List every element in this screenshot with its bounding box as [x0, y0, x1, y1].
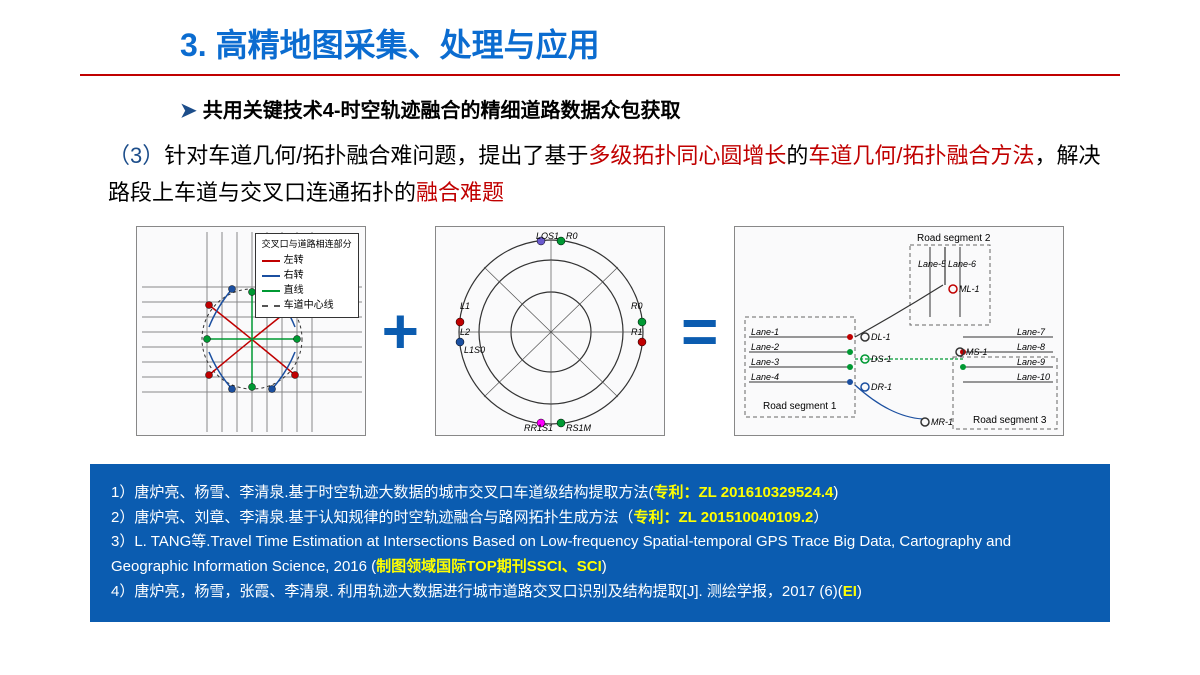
svg-text:L2: L2	[460, 327, 470, 337]
svg-text:R0: R0	[566, 231, 578, 241]
para-prefix: （3）	[108, 143, 164, 168]
title-divider	[80, 74, 1120, 76]
reference-item: 4）唐炉亮，杨雪，张霞、李清泉. 利用轨迹大数据进行城市道路交叉口识别及结构提取…	[111, 580, 1089, 605]
subtitle: ➤ 共用关键技术4-时空轨迹融合的精细道路数据众包获取	[180, 94, 1160, 123]
svg-text:ML-1: ML-1	[959, 284, 980, 294]
svg-text:Road segment 3: Road segment 3	[973, 415, 1047, 426]
para-red1: 多级拓扑同心圆增长	[588, 143, 786, 168]
para-seg1: 针对车道几何/拓扑融合难问题，提出了基于	[164, 143, 588, 168]
svg-text:Lane-9: Lane-9	[1017, 357, 1045, 367]
diagram3-svg: Road segment 1 Road segment 2 Road segment…	[735, 227, 1065, 437]
diagram-result: Road segment 1 Road segment 2 Road segment…	[734, 226, 1064, 436]
svg-text:DL-1: DL-1	[871, 332, 891, 342]
svg-text:DS-1: DS-1	[871, 354, 892, 364]
diagram-row: 交叉口与道路相连部分 左转右转直线车道中心线 + LOS1 R0 L1 L2 L1S0 R…	[90, 226, 1110, 436]
svg-text:Lane-7: Lane-7	[1017, 327, 1046, 337]
main-paragraph: （3）针对车道几何/拓扑融合难问题，提出了基于多级拓扑同心圆增长的车道几何/拓扑…	[108, 137, 1120, 212]
svg-text:Lane-4: Lane-4	[751, 372, 779, 382]
svg-text:L1: L1	[460, 301, 470, 311]
equals-operator: =	[677, 294, 722, 368]
svg-text:L1S0: L1S0	[464, 345, 485, 355]
diagram-intersection: 交叉口与道路相连部分 左转右转直线车道中心线	[136, 226, 366, 436]
slide: 3. 高精地图采集、处理与应用 ➤ 共用关键技术4-时空轨迹融合的精细道路数据众包…	[0, 0, 1200, 675]
svg-text:Road segment 1: Road segment 1	[763, 401, 837, 412]
subtitle-text: 共用关键技术4-时空轨迹融合的精细道路数据众包获取	[203, 100, 681, 122]
svg-text:Road segment 2: Road segment 2	[917, 233, 991, 244]
svg-text:Lane-6: Lane-6	[948, 259, 976, 269]
references-box: 1）唐炉亮、杨雪、李清泉.基于时空轨迹大数据的城市交叉口车道级结构提取方法(专利…	[90, 464, 1110, 622]
svg-text:RR1S1: RR1S1	[524, 423, 553, 433]
svg-text:R0: R0	[631, 301, 643, 311]
svg-text:Lane-5: Lane-5	[918, 259, 947, 269]
svg-text:Lane-1: Lane-1	[751, 327, 779, 337]
svg-text:Lane-3: Lane-3	[751, 357, 779, 367]
svg-text:R1: R1	[631, 327, 643, 337]
svg-text:RS1M: RS1M	[566, 423, 592, 433]
svg-text:MR-1: MR-1	[931, 417, 953, 427]
svg-text:Lane-2: Lane-2	[751, 342, 779, 352]
svg-text:LOS1: LOS1	[536, 231, 559, 241]
para-red2: 车道几何/拓扑融合方法	[808, 143, 1034, 168]
diagram2-svg: LOS1 R0 L1 L2 L1S0 R0 R1 RR1S1 RS1M	[436, 227, 666, 437]
diagram1-legend: 交叉口与道路相连部分 左转右转直线车道中心线	[255, 233, 359, 319]
para-seg2: 的	[786, 143, 808, 168]
slide-title: 3. 高精地图采集、处理与应用	[180, 20, 1160, 66]
legend-title: 交叉口与道路相连部分	[262, 238, 352, 252]
svg-text:MS-1: MS-1	[966, 347, 988, 357]
svg-text:DR-1: DR-1	[871, 382, 892, 392]
svg-text:Lane-8: Lane-8	[1017, 342, 1045, 352]
plus-operator: +	[378, 294, 423, 368]
svg-text:Lane-10: Lane-10	[1017, 372, 1050, 382]
reference-item: 2）唐炉亮、刘章、李清泉.基于认知规律的时空轨迹融合与路网拓扑生成方法（专利：Z…	[111, 506, 1089, 531]
reference-item: 3）L. TANG等.Travel Time Estimation at Int…	[111, 530, 1089, 580]
subtitle-arrow-icon: ➤	[180, 100, 197, 122]
diagram-concentric: LOS1 R0 L1 L2 L1S0 R0 R1 RR1S1 RS1M	[435, 226, 665, 436]
reference-item: 1）唐炉亮、杨雪、李清泉.基于时空轨迹大数据的城市交叉口车道级结构提取方法(专利…	[111, 481, 1089, 506]
para-red3: 融合难题	[416, 180, 504, 205]
